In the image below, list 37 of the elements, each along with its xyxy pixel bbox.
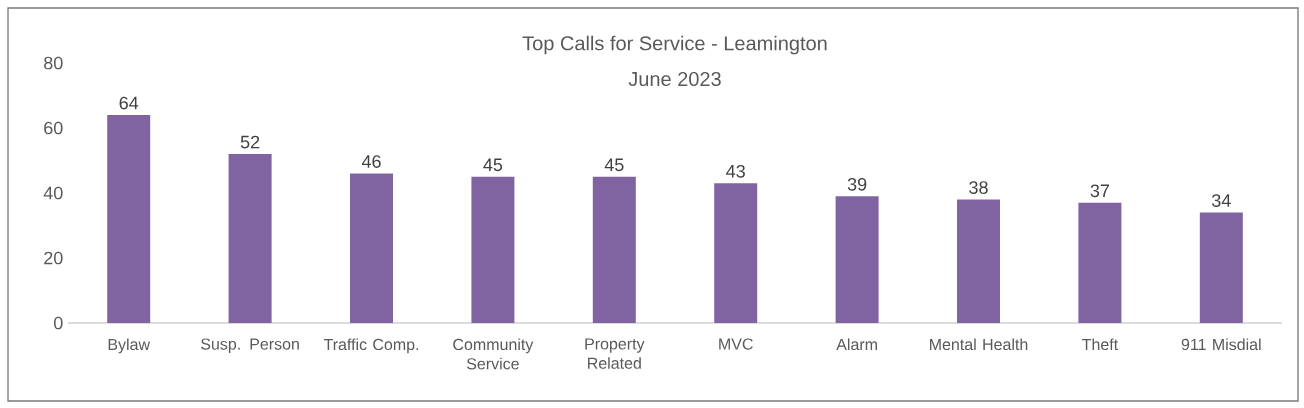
x-tick-label: Alarm [836,338,877,351]
y-tick-label: 20 [44,251,63,265]
bar [228,154,272,323]
x-tick-label: Theft [1082,338,1119,351]
bar [1078,202,1122,323]
data-label: 43 [726,164,745,178]
x-tick-label: 911 Misdial [1181,338,1261,351]
data-label: 34 [1211,194,1231,207]
x-tick-label: Mental Health [930,338,1028,351]
bar [350,173,393,323]
bar [957,199,1001,323]
x-tick-label: Property Related [585,338,645,369]
x-tick-label: Community Service [453,338,534,370]
y-tick-label: 0 [53,316,63,330]
y-tick-label: 80 [44,56,63,70]
bar [471,176,515,323]
data-label: 64 [119,96,139,110]
bar [1199,212,1243,323]
data-label: 52 [240,135,260,149]
bar [714,183,758,323]
chart-subtitle: June 2023 [628,71,721,87]
data-label: 46 [361,155,381,168]
bar [107,115,151,323]
data-label: 38 [969,181,988,194]
y-tick-label: 40 [43,186,63,200]
x-tick-label: Traffic Comp. [323,338,419,354]
x-tick-label: MVC [719,338,753,350]
bar [835,196,879,323]
chart-title: Top Calls for Service - Leamington [522,35,827,55]
data-label: 45 [604,158,624,172]
x-tick-label: Susp. Person [201,338,299,353]
data-label: 39 [847,177,867,191]
data-label: 45 [483,158,503,172]
y-tick-label: 60 [44,121,63,135]
x-tick-label: Bylaw [108,338,151,354]
bar [592,176,636,323]
data-label: 37 [1090,184,1110,198]
